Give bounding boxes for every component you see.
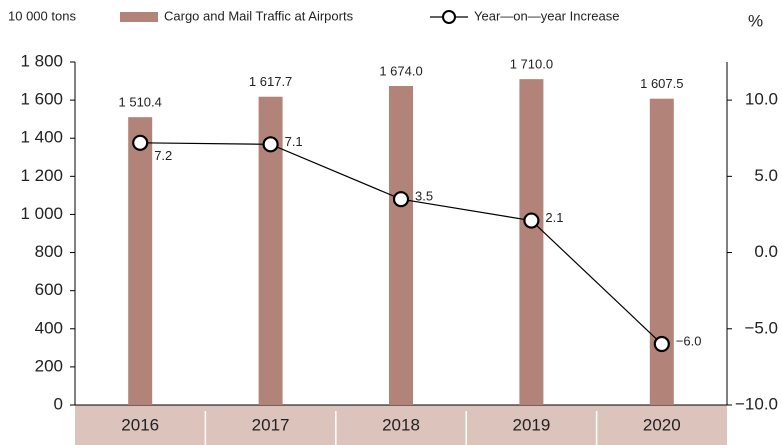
line-marker [262,136,279,153]
line-value-label: 2.1 [545,210,563,225]
x-tick-label: 2019 [512,415,550,434]
bar-value-label: 1 674.0 [379,63,422,78]
bar-value-label: 1 710.0 [510,57,553,72]
y-tick-label: 600 [35,280,63,299]
y2-tick-label: 10.0 [745,90,778,109]
y2-tick-label: −10.0 [735,394,778,413]
x-tick-label: 2018 [382,415,420,434]
y2-tick-label: −5.0 [744,318,778,337]
y-tick-label: 200 [35,356,63,375]
line-marker [132,134,149,151]
y-tick-label: 0 [54,394,63,413]
y-tick-label: 800 [35,242,63,261]
x-tick-label: 2017 [252,415,290,434]
y2-unit: % [748,11,763,30]
bar-value-label: 1 617.7 [249,74,292,89]
y2-tick-label: 0.0 [754,242,778,261]
y-tick-label: 1 600 [20,90,63,109]
legend-bar-swatch [120,12,158,22]
x-tick-label: 2020 [643,415,681,434]
line-value-label: 7.1 [285,134,303,149]
legend-marker [442,10,456,24]
y2-tick-label: 5.0 [754,166,778,185]
line-marker [523,212,540,229]
y-tick-label: 1 000 [20,204,63,223]
bar-value-label: 1 510.4 [119,95,162,110]
y-tick-label: 1 800 [20,51,63,70]
y-tick-label: 1 400 [20,128,63,147]
line-value-label: 3.5 [415,189,433,204]
bar [649,98,674,405]
legend-label: Year—on—year Increase [474,8,620,23]
bar-value-label: 1 607.5 [640,76,683,91]
bar [128,117,153,406]
bar [519,79,544,406]
line-marker [392,191,410,208]
y-tick-label: 400 [35,318,63,337]
y-tick-label: 1 200 [20,166,63,185]
x-tick-label: 2016 [121,415,159,434]
category-band [75,405,727,445]
line-marker [653,335,670,353]
legend-label: Cargo and Mail Traffic at Airports [164,8,354,23]
line-value-label: −6.0 [676,333,702,348]
bar [389,86,413,405]
line-value-label: 7.2 [154,148,172,163]
y-unit: 10 000 tons [8,8,76,23]
